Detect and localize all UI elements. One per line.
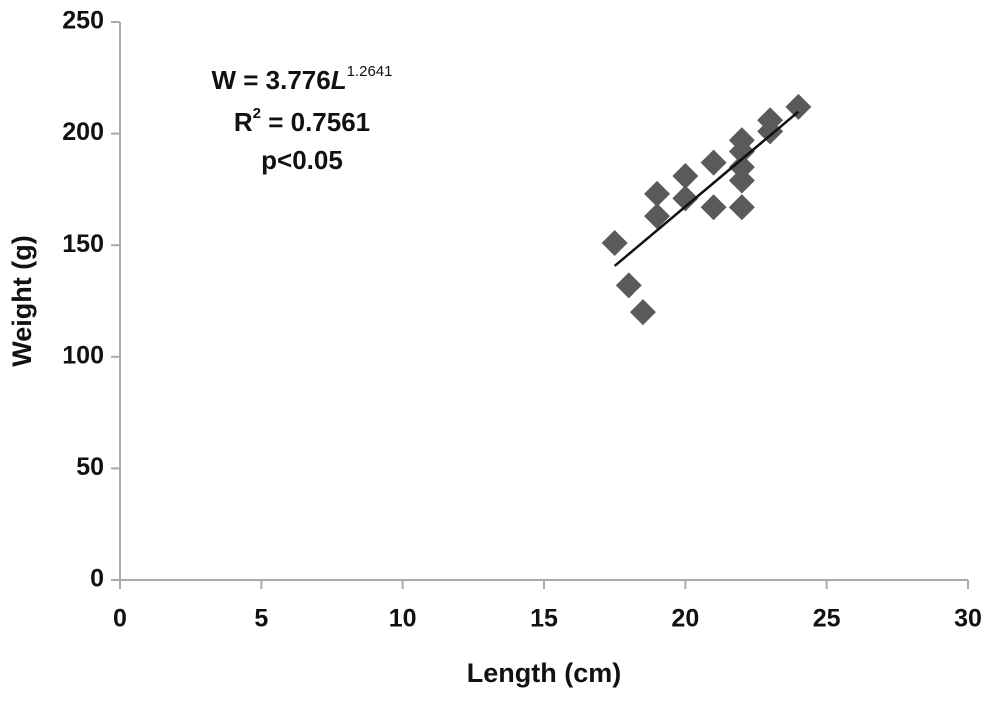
point [629, 299, 656, 326]
x-tick-label: 20 [671, 605, 699, 633]
x-axis-title: Length (cm) [467, 658, 622, 688]
y-tick-label: 100 [62, 341, 104, 369]
y-axis-title: Weight (g) [7, 235, 37, 366]
y-tick-label: 250 [62, 7, 104, 35]
y-tick-label: 150 [62, 230, 104, 258]
x-tick-label: 0 [113, 605, 127, 633]
equation-prefix: W = 3.776 [211, 65, 330, 95]
r-squared-value: = 0.7561 [261, 107, 370, 137]
x-tick-label: 15 [530, 605, 558, 633]
point [672, 185, 699, 212]
point [728, 154, 755, 181]
point [615, 272, 642, 299]
point [644, 180, 671, 207]
x-tick-label: 10 [389, 605, 417, 633]
point [700, 149, 727, 176]
point [728, 138, 755, 165]
r-squared-base: R [234, 107, 253, 137]
y-tick-label: 50 [76, 453, 104, 481]
r-squared: R2 = 0.7561 [234, 105, 370, 137]
trendline [613, 110, 800, 267]
point [700, 194, 727, 221]
point [728, 194, 755, 221]
equation-exponent: 1.2641 [347, 63, 393, 80]
point [785, 93, 812, 120]
y-tick-label: 0 [90, 565, 104, 593]
point [672, 163, 699, 190]
x-tick-label: 5 [254, 605, 268, 633]
point [644, 203, 671, 230]
x-tick-label: 30 [954, 605, 982, 633]
r-squared-exponent: 2 [253, 105, 261, 122]
point [757, 118, 784, 145]
y-tick-label: 200 [62, 118, 104, 146]
point [601, 229, 628, 256]
p-value: p<0.05 [261, 145, 343, 175]
x-tick-label: 25 [813, 605, 841, 633]
equation: W = 3.776L1.2641 [211, 63, 392, 95]
equation-variable: L [331, 65, 347, 95]
point [728, 167, 755, 194]
